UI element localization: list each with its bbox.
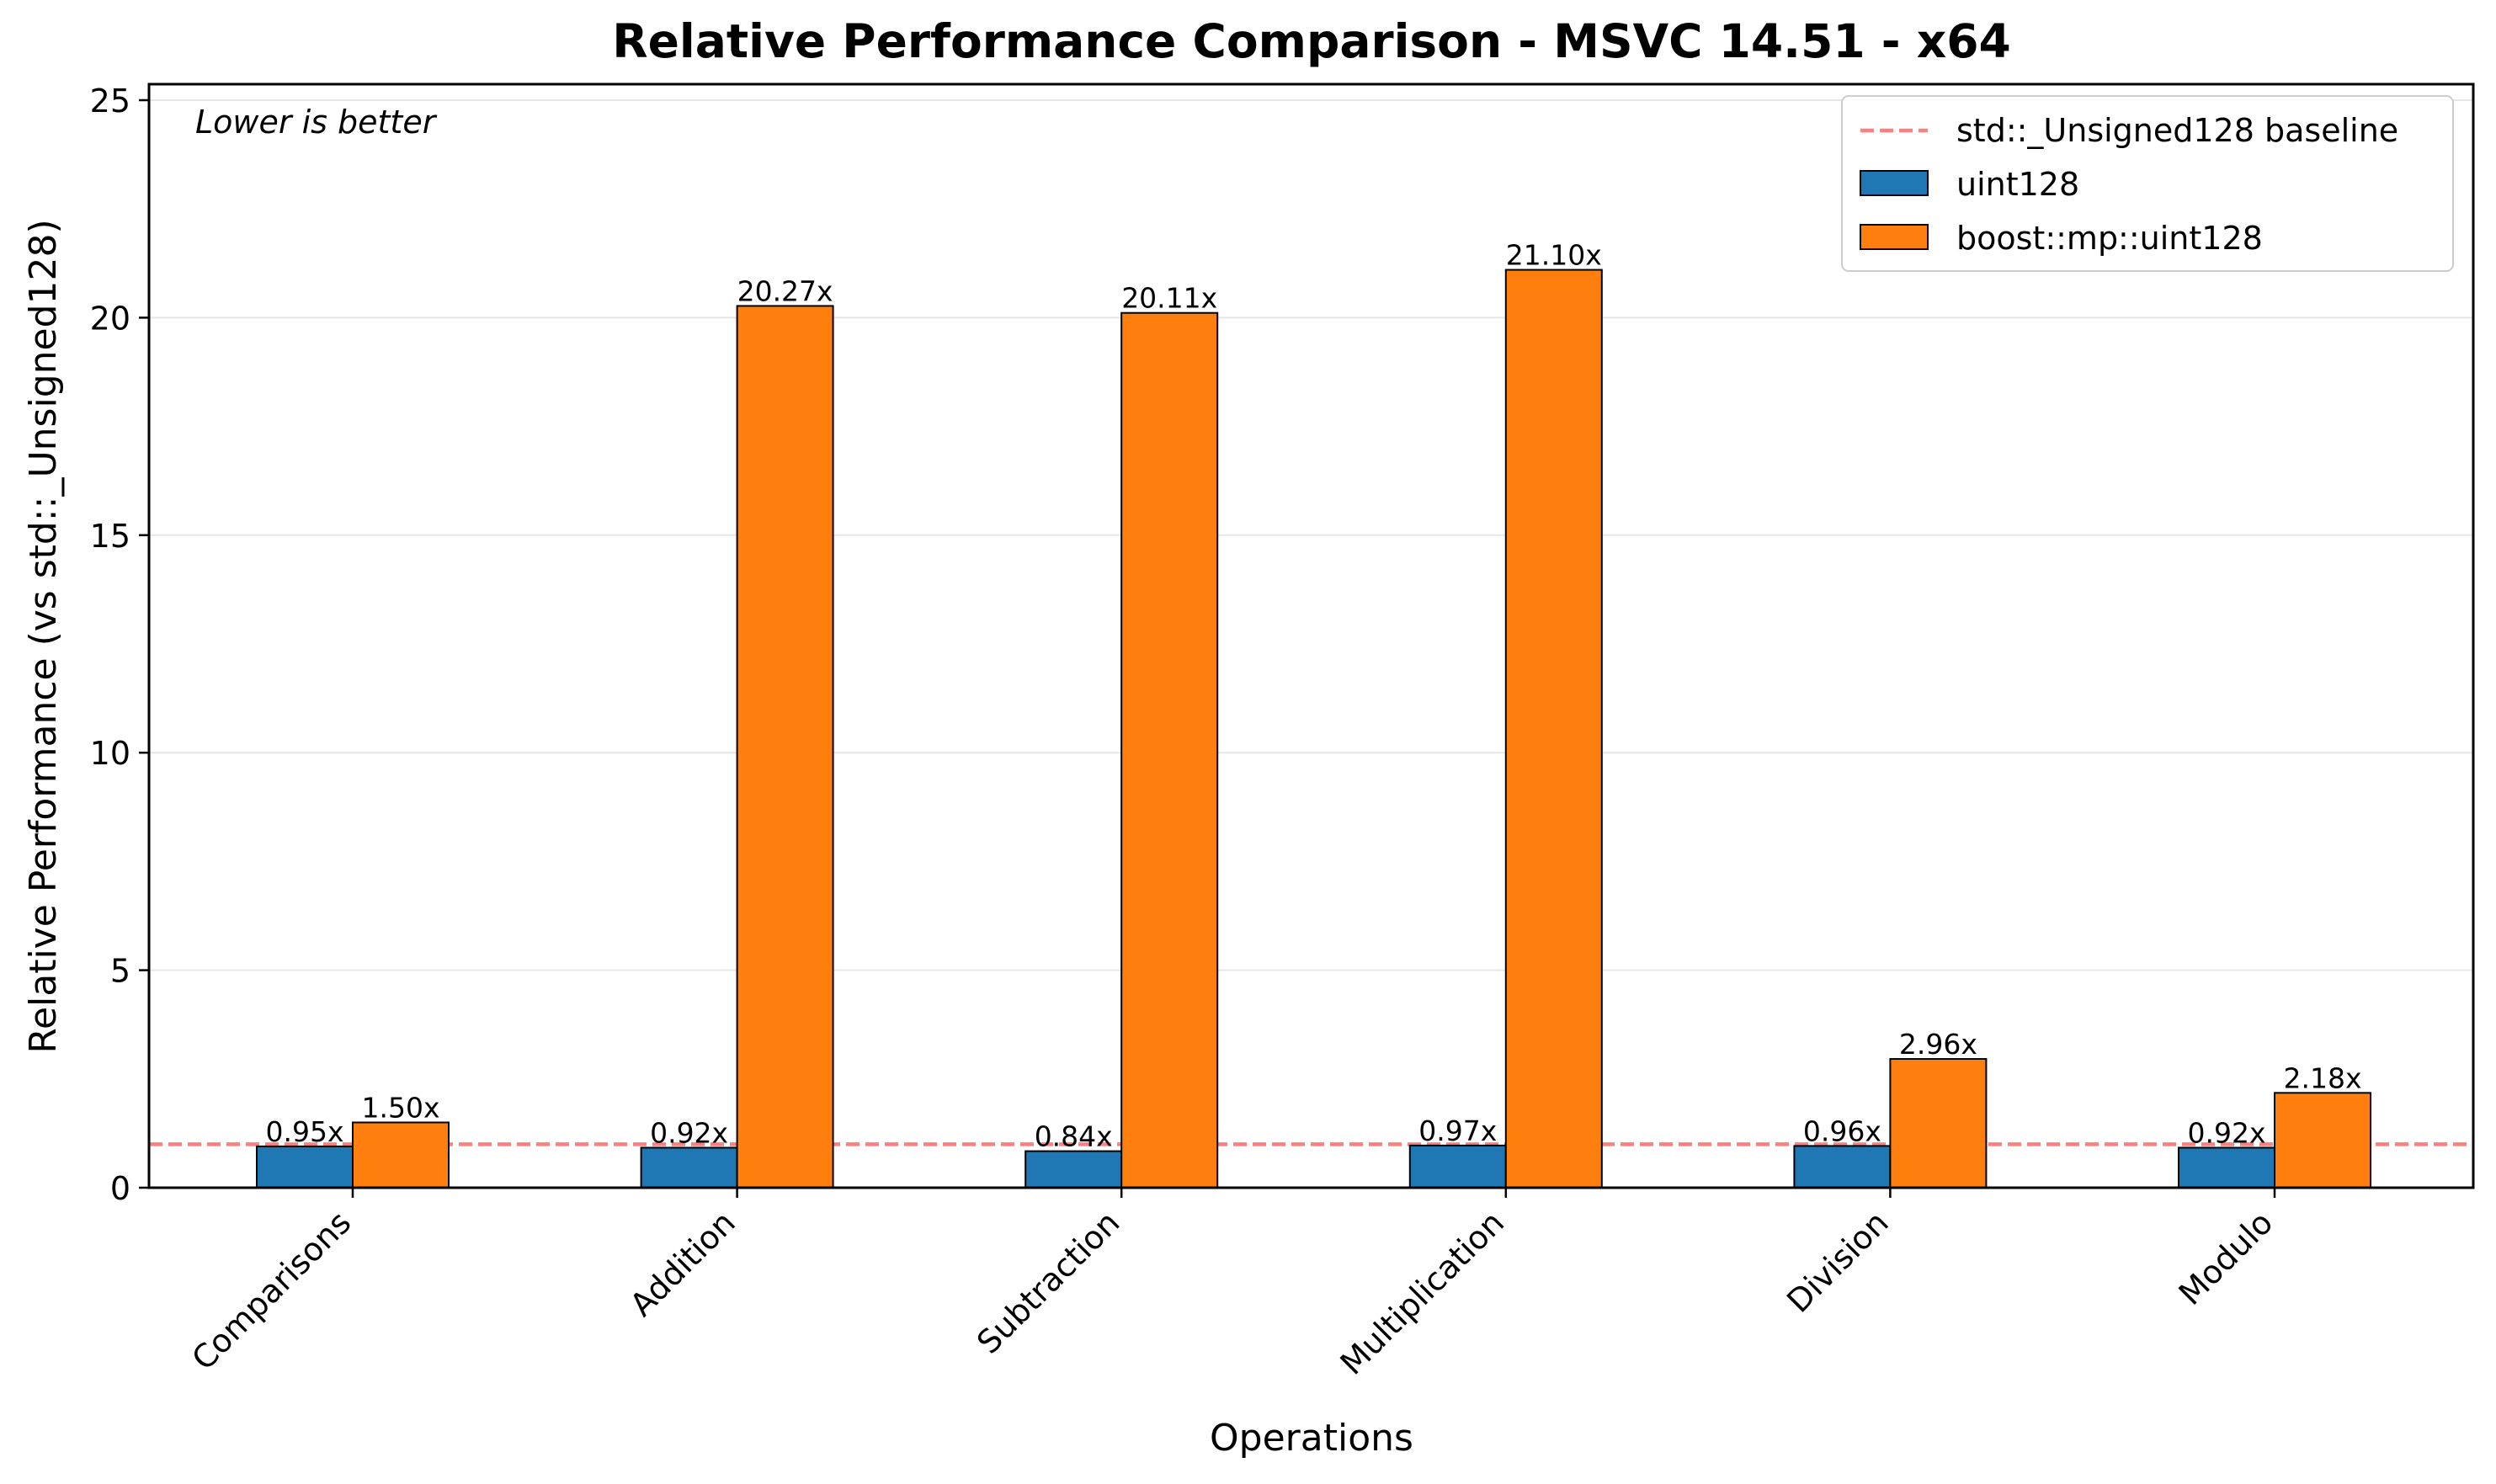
y-tick-label: 15 — [90, 518, 130, 555]
bar-uint128-subtraction — [1024, 1150, 1123, 1189]
legend-uint128-swatch — [1860, 170, 1929, 196]
bar-value-label: 0.92x — [650, 1116, 728, 1149]
y-tick-label: 20 — [90, 300, 130, 337]
bar-value-label: 20.27x — [737, 274, 833, 307]
bar-value-label: 0.95x — [265, 1115, 343, 1148]
legend-boost-swatch — [1860, 224, 1929, 250]
bar-value-labels: 0.95x 1.50x 0.92x 20.27x 0.84x 20.11x 0.97x 21.… — [265, 239, 2361, 1153]
bar-value-label: 2.18x — [2283, 1061, 2361, 1094]
y-tick-label: 5 — [110, 953, 130, 990]
bar-boost-multiplication — [1504, 269, 1603, 1189]
y-tick-label: 25 — [90, 82, 130, 120]
bar-value-label: 21.10x — [1506, 239, 1602, 272]
legend: std::_Unsigned128 baseline uint128 boost… — [1841, 95, 2454, 272]
legend-box — [1841, 95, 2454, 272]
annotation-lower-is-better: Lower is better — [195, 104, 438, 141]
bar-boost-modulo — [2274, 1092, 2371, 1189]
y-axis: 0 5 10 15 20 25 — [90, 82, 149, 1207]
bar-uint128-division — [1793, 1145, 1892, 1189]
legend-uint128-label: uint128 — [1956, 166, 2079, 203]
bar-value-label: 1.50x — [361, 1091, 439, 1124]
bar-value-label: 0.92x — [2187, 1116, 2265, 1149]
legend-baseline-label: std::_Unsigned128 baseline — [1956, 112, 2398, 149]
bar-boost-comparisons — [352, 1121, 450, 1189]
bar-boost-addition — [736, 305, 834, 1189]
bar-uint128-modulo — [2178, 1146, 2275, 1189]
bar-uint128-addition — [640, 1146, 738, 1189]
chart-title: Relative Performance Comparison - MSVC 1… — [612, 14, 2011, 68]
bar-value-label: 0.97x — [1418, 1114, 1497, 1147]
bar-value-label: 0.96x — [1803, 1114, 1881, 1147]
bar-boost-subtraction — [1120, 311, 1219, 1189]
bars — [256, 269, 2371, 1189]
plot-frame — [147, 82, 2475, 1189]
bar-boost-division — [1889, 1058, 1988, 1189]
bar-uint128-comparisons — [256, 1145, 354, 1189]
bar-uint128-multiplication — [1408, 1144, 1507, 1189]
bar-value-label: 2.96x — [1899, 1028, 1977, 1061]
bar-value-label: 20.11x — [1121, 282, 1217, 315]
legend-boost-label: boost::mp::uint128 — [1956, 220, 2263, 257]
bar-value-label: 0.84x — [1035, 1120, 1113, 1153]
x-axis-label: Operations — [1210, 1417, 1413, 1460]
y-tick-label: 10 — [90, 735, 130, 772]
y-axis-label: Relative Performance (vs std::_Unsigned1… — [22, 219, 65, 1053]
y-tick-label: 0 — [110, 1170, 130, 1207]
